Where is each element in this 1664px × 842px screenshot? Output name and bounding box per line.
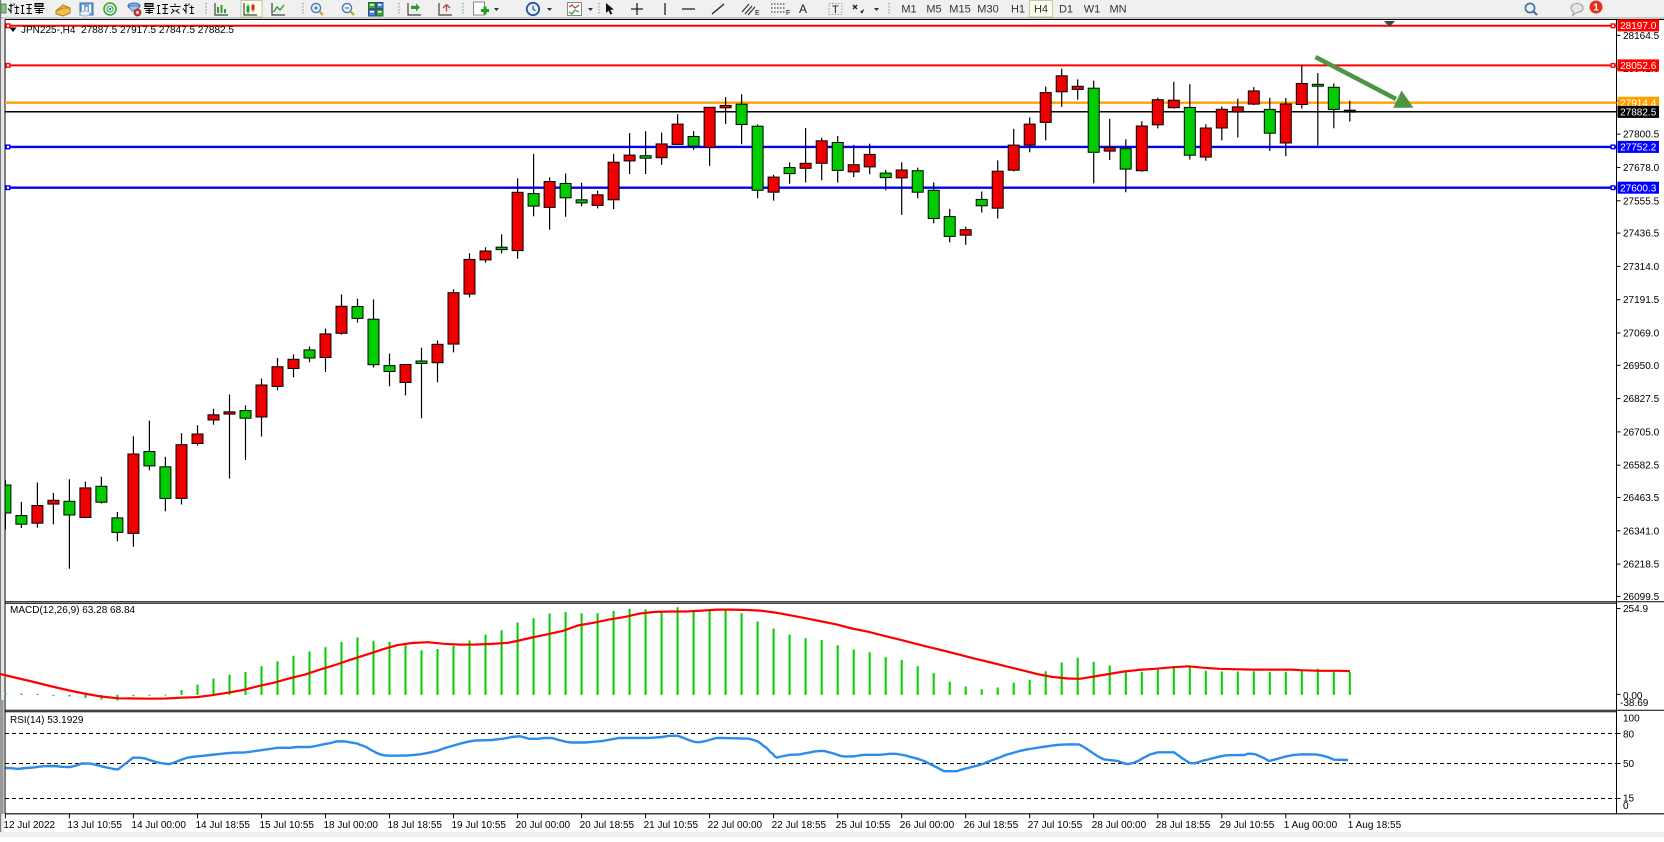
svg-text:20 Jul 00:00: 20 Jul 00:00 (516, 820, 571, 831)
svg-text:27 Jul 10:55: 27 Jul 10:55 (1028, 820, 1083, 831)
svg-text:27436.5: 27436.5 (1623, 229, 1660, 240)
svg-text:26 Jul 00:00: 26 Jul 00:00 (900, 820, 955, 831)
svg-text:28052.6: 28052.6 (1620, 61, 1657, 72)
svg-text:28164.5: 28164.5 (1623, 31, 1660, 42)
svg-text:27314.0: 27314.0 (1623, 262, 1660, 273)
svg-text:D1: D1 (1059, 4, 1073, 16)
svg-text:13 Jul 10:55: 13 Jul 10:55 (67, 820, 122, 831)
svg-text:H1: H1 (1011, 4, 1025, 16)
svg-text:27600.3: 27600.3 (1620, 183, 1657, 194)
svg-text:80: 80 (1623, 729, 1635, 740)
svg-text:H4: H4 (1034, 4, 1048, 16)
svg-text:M15: M15 (949, 4, 970, 16)
svg-text:0: 0 (1623, 801, 1629, 812)
svg-text:27069.0: 27069.0 (1623, 329, 1660, 340)
svg-text:27191.5: 27191.5 (1623, 295, 1660, 306)
svg-text:20 Jul 18:55: 20 Jul 18:55 (580, 820, 635, 831)
svg-text:26 Jul 18:55: 26 Jul 18:55 (964, 820, 1019, 831)
svg-text:-38.69: -38.69 (1620, 698, 1649, 709)
svg-text:27882.5: 27882.5 (1620, 108, 1657, 119)
svg-text:M30: M30 (977, 4, 998, 16)
svg-text:26218.5: 26218.5 (1623, 560, 1660, 571)
svg-text:M5: M5 (926, 4, 941, 16)
svg-text:22 Jul 18:55: 22 Jul 18:55 (772, 820, 827, 831)
svg-text:28 Jul 18:55: 28 Jul 18:55 (1156, 820, 1211, 831)
svg-text:27555.5: 27555.5 (1623, 196, 1660, 207)
svg-text:22 Jul 00:00: 22 Jul 00:00 (708, 820, 763, 831)
svg-text:MN: MN (1109, 4, 1126, 16)
svg-text:27752.2: 27752.2 (1620, 143, 1657, 154)
svg-text:1 Aug 18:55: 1 Aug 18:55 (1348, 820, 1402, 831)
svg-text:W1: W1 (1084, 4, 1101, 16)
svg-text:26827.5: 26827.5 (1623, 394, 1660, 405)
svg-text:26341.0: 26341.0 (1623, 526, 1660, 537)
svg-text:14 Jul 00:00: 14 Jul 00:00 (131, 820, 186, 831)
svg-text:MACD(12,26,9) 63.28 68.84: MACD(12,26,9) 63.28 68.84 (10, 605, 136, 616)
svg-text:26705.0: 26705.0 (1623, 427, 1660, 438)
svg-text:1 Aug 00:00: 1 Aug 00:00 (1284, 820, 1338, 831)
svg-text:25 Jul 10:55: 25 Jul 10:55 (836, 820, 891, 831)
svg-text:26582.5: 26582.5 (1623, 461, 1660, 472)
svg-text:28 Jul 00:00: 28 Jul 00:00 (1092, 820, 1147, 831)
svg-text:18 Jul 18:55: 18 Jul 18:55 (388, 820, 443, 831)
svg-text:18 Jul 00:00: 18 Jul 00:00 (324, 820, 379, 831)
svg-text:100: 100 (1623, 714, 1640, 725)
svg-text:29 Jul 10:55: 29 Jul 10:55 (1220, 820, 1275, 831)
svg-text:E: E (755, 10, 760, 17)
svg-text:0.00: 0.00 (1623, 691, 1643, 702)
svg-text:T: T (832, 4, 839, 16)
svg-text:26463.5: 26463.5 (1623, 493, 1660, 504)
svg-text:12 Jul 2022: 12 Jul 2022 (3, 820, 55, 831)
svg-text:26099.5: 26099.5 (1623, 592, 1660, 603)
svg-text:27678.0: 27678.0 (1623, 163, 1660, 174)
svg-text:27914.4: 27914.4 (1620, 98, 1657, 109)
svg-text:M1: M1 (901, 4, 916, 16)
svg-text:50: 50 (1623, 759, 1635, 770)
svg-text:19 Jul 10:55: 19 Jul 10:55 (452, 820, 507, 831)
svg-text:28197.0: 28197.0 (1620, 21, 1657, 32)
svg-text:26950.0: 26950.0 (1623, 361, 1660, 372)
svg-text:A: A (799, 2, 807, 16)
svg-text:F: F (786, 10, 790, 17)
svg-text:27800.5: 27800.5 (1623, 130, 1660, 141)
svg-text:254.9: 254.9 (1623, 604, 1648, 615)
svg-text:RSI(14) 53.1929: RSI(14) 53.1929 (10, 715, 84, 726)
svg-text:JPN225-,H4 27887.5 27917.5 27: JPN225-,H4 27887.5 27917.5 27847.5 27882… (21, 25, 234, 36)
svg-text:14 Jul 18:55: 14 Jul 18:55 (196, 820, 251, 831)
svg-text:15: 15 (1623, 794, 1635, 805)
svg-text:15 Jul 10:55: 15 Jul 10:55 (260, 820, 315, 831)
svg-text:21 Jul 10:55: 21 Jul 10:55 (644, 820, 699, 831)
svg-text:1: 1 (1593, 3, 1599, 14)
